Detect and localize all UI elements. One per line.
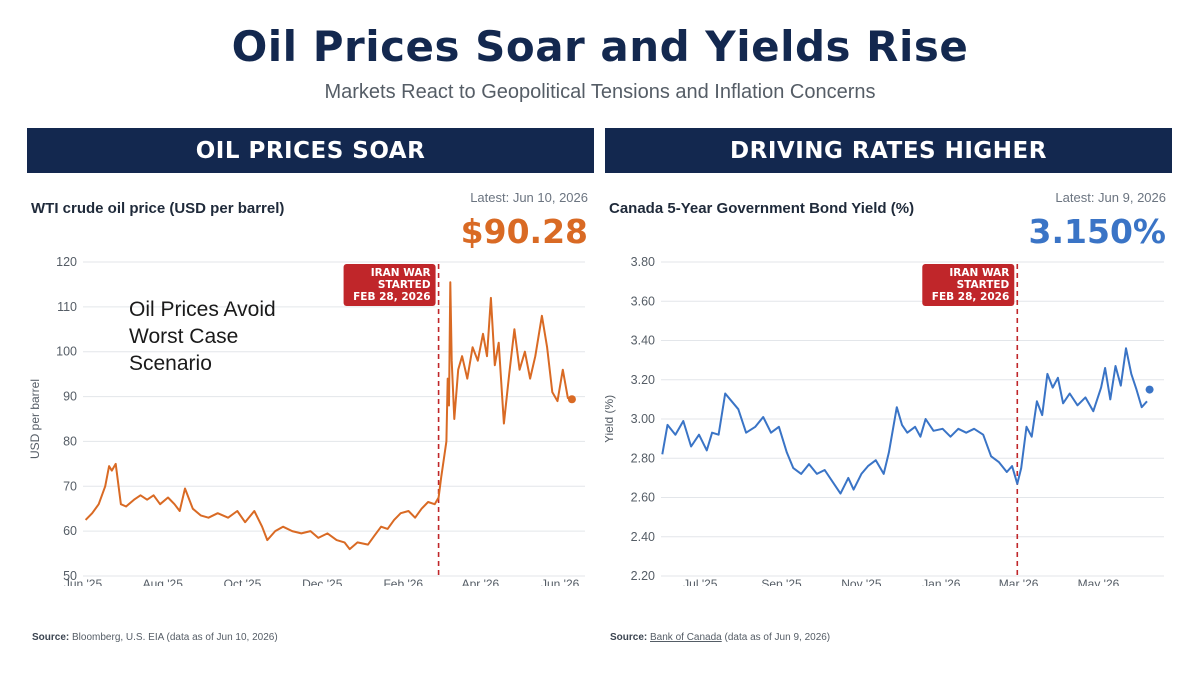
y-tick-label: 2.20	[631, 569, 655, 583]
oil-source-text: Bloomberg, U.S. EIA (data as of Jun 10, …	[72, 632, 278, 643]
series-line	[84, 281, 569, 551]
x-tick-label: Jun '25	[64, 577, 103, 586]
y-tick-label: 60	[63, 524, 77, 538]
series-line	[661, 347, 1148, 495]
y-tick-label: 90	[63, 390, 77, 404]
event-label-box	[922, 264, 1015, 306]
yield-chart-title: Canada 5-Year Government Bond Yield (%)	[609, 200, 915, 217]
y-tick-label: 110	[57, 300, 77, 314]
event-label-text: IRAN WAR	[371, 267, 431, 279]
page-title: Oil Prices Soar and Yields Rise	[231, 22, 969, 71]
y-tick-label: 2.40	[631, 530, 655, 544]
x-tick-label: May '26	[1078, 577, 1120, 586]
yield-banner: DRIVING RATES HIGHER	[605, 128, 1172, 173]
yield-source-label: Source:	[610, 632, 648, 643]
x-tick-label: Jul '25	[683, 577, 718, 586]
oil-annotation-line-3: Scenario	[129, 352, 212, 375]
x-tick-label: Oct '25	[224, 577, 262, 586]
oil-annotation: Oil Prices Avoid Worst Case Scenario	[129, 296, 329, 377]
oil-panel: OIL PRICES SOAR WTI crude oil price (USD…	[27, 128, 594, 648]
x-tick-label: Mar '26	[999, 577, 1039, 586]
x-tick-label: Sep '25	[761, 577, 802, 586]
oil-latest-date: Latest: Jun 10, 2026	[470, 190, 588, 205]
x-tick-label: Jun '26	[541, 577, 580, 586]
bank-of-canada-link[interactable]: Bank of Canada	[650, 632, 722, 643]
x-tick-label: Aug '25	[143, 577, 184, 586]
yield-source-text: (data as of Jun 9, 2026)	[724, 632, 831, 643]
yield-panel: DRIVING RATES HIGHER Canada 5-Year Gover…	[605, 128, 1172, 648]
yield-source: Source: Bank of Canada (data as of Jun 9…	[610, 632, 830, 643]
event-label-text: STARTED	[378, 279, 431, 291]
y-tick-label: 70	[63, 479, 77, 493]
y-tick-label: 3.80	[631, 256, 655, 269]
y-axis-label: USD per barrel	[28, 379, 42, 459]
yield-latest-value: 3.150%	[1028, 212, 1166, 251]
x-tick-label: Feb '26	[383, 577, 423, 586]
oil-source-label: Source:	[32, 632, 70, 643]
oil-source: Source: Bloomberg, U.S. EIA (data as of …	[32, 632, 278, 643]
y-tick-label: 3.00	[631, 412, 655, 426]
y-tick-label: 100	[56, 345, 77, 359]
y-tick-label: 2.80	[631, 451, 655, 465]
event-label-text: IRAN WAR	[949, 267, 1009, 279]
x-tick-label: Apr '26	[462, 577, 500, 586]
x-tick-label: Nov '25	[841, 577, 882, 586]
yield-line-chart: 2.20 2.40 2.60 2.80 3.00 3.20 3.40 3.60 3.80 Jul …	[605, 256, 1164, 586]
latest-point	[1145, 385, 1154, 394]
oil-annotation-line-2: Worst Case	[129, 325, 239, 348]
event-label-text: FEB 28, 2026	[353, 291, 430, 303]
y-tick-label: 3.20	[631, 373, 655, 387]
oil-latest-value: $90.28	[460, 212, 588, 251]
event-label-text: STARTED	[957, 279, 1010, 291]
y-tick-label: 120	[56, 256, 77, 269]
y-tick-label: 2.60	[631, 491, 655, 505]
oil-banner: OIL PRICES SOAR	[27, 128, 594, 173]
page-subtitle: Markets React to Geopolitical Tensions a…	[324, 81, 876, 103]
event-label-box	[343, 264, 436, 306]
yield-latest-date: Latest: Jun 9, 2026	[1055, 190, 1166, 205]
x-tick-label: Dec '25	[302, 577, 343, 586]
y-tick-label: 3.60	[631, 294, 655, 308]
y-tick-label: 3.40	[631, 334, 655, 348]
y-axis-label: Yield (%)	[605, 395, 616, 443]
x-tick-label: Jan '26	[922, 577, 961, 586]
oil-annotation-line-1: Oil Prices Avoid	[129, 298, 276, 321]
y-tick-label: 50	[63, 569, 77, 583]
y-tick-label: 80	[63, 434, 77, 448]
oil-line-chart: 50 60 70 80 90 100 110 120 Jun '25 Aug '25 Oct '25…	[28, 256, 585, 586]
event-label-text: FEB 28, 2026	[932, 291, 1009, 303]
latest-point	[567, 395, 576, 404]
oil-chart-title: WTI crude oil price (USD per barrel)	[31, 200, 285, 217]
